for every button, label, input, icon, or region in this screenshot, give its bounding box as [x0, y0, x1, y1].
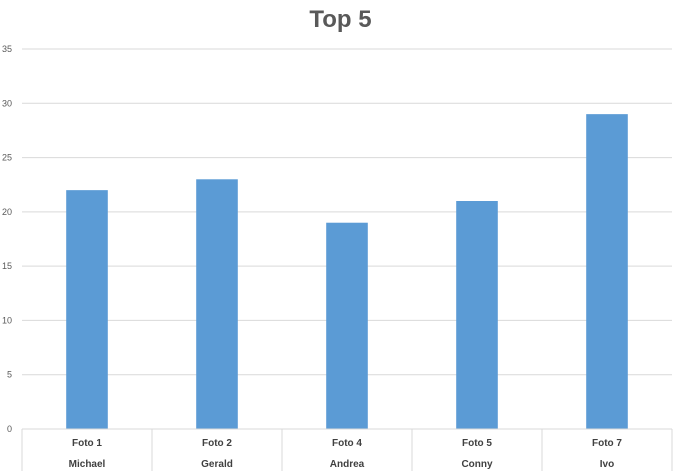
bar — [456, 201, 498, 429]
labels: 0 5 10 15 20 25 30 35 Foto 1 Michael Foto 2 Gerald F… — [2, 44, 622, 470]
x-subcategory-label: Gerald — [201, 459, 233, 470]
x-tick-label: Foto 4 — [332, 438, 362, 449]
x-subcategory-label: Conny — [461, 459, 493, 470]
bar — [586, 114, 628, 430]
bar — [66, 190, 108, 429]
bars — [66, 114, 628, 430]
bar — [196, 179, 238, 429]
x-tick-label: Foto 2 — [202, 438, 232, 449]
x-subcategory-label: Ivo — [600, 459, 614, 470]
chart-title: Top 5 — [309, 6, 372, 33]
bar — [326, 222, 368, 429]
y-tick-label: 35 — [2, 44, 12, 54]
y-tick-label: 20 — [2, 207, 12, 217]
x-subcategory-label: Andrea — [330, 459, 365, 470]
x-tick-label: Foto 5 — [462, 438, 492, 449]
y-tick-label: 0 — [7, 424, 12, 434]
x-tick-label: Foto 7 — [592, 438, 622, 449]
y-tick-label: 10 — [2, 315, 12, 325]
x-subcategory-label: Michael — [69, 459, 106, 470]
y-tick-label: 5 — [7, 370, 12, 380]
y-tick-label: 30 — [2, 98, 12, 108]
axes — [21, 428, 673, 471]
y-tick-label: 25 — [2, 153, 12, 163]
x-tick-label: Foto 1 — [72, 438, 102, 449]
y-tick-label: 15 — [2, 261, 12, 271]
